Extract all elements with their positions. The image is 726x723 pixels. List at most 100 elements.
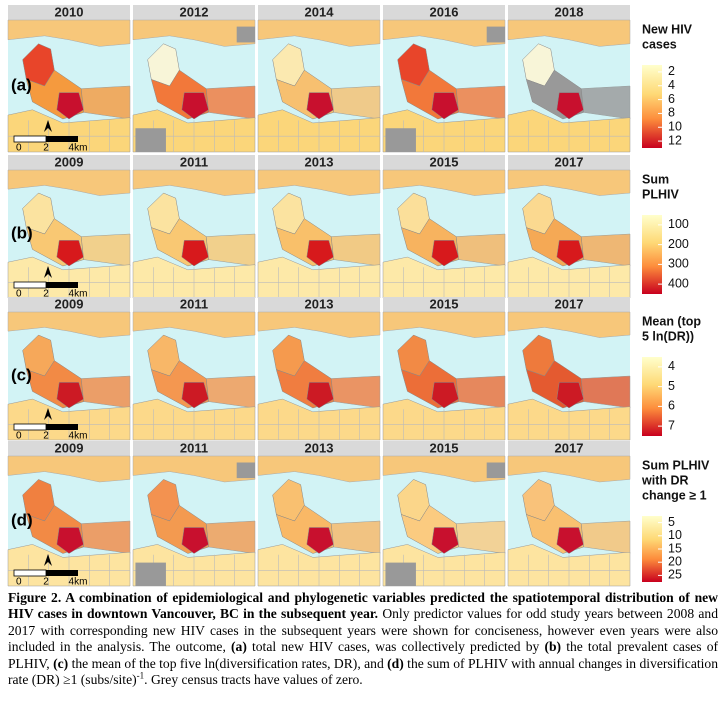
map-panel: 2013 [257,154,381,299]
north-arrow [44,554,52,566]
north-shore [7,311,131,338]
zero-tract [236,462,255,479]
caption-segment: Figure 2. A combination of epidemiologic… [8,590,718,622]
zero-tract [486,462,505,479]
panel-header [508,441,630,456]
panel-year: 2016 [430,4,459,19]
panel-header [258,297,380,312]
panel-header [8,5,130,20]
panel-year: 2011 [180,296,208,311]
panel-header [383,5,505,20]
north-shore [132,169,256,196]
legend-tick-label: 100 [668,217,689,231]
color-bar [642,65,662,148]
north-arrow [44,266,52,278]
legend-tick-label: 300 [668,257,689,271]
north-shore [132,455,256,483]
legend-title: PLHIV [642,187,679,201]
panel-header [508,297,630,312]
north-shore [257,455,381,483]
hotspot [56,240,84,267]
north-shore [257,311,381,338]
scale-label: 4km [69,289,88,300]
panel-year: 2009 [55,440,84,455]
caption-segment: (a) [231,639,247,655]
map-panel: 2018 [507,4,631,153]
map-panel: 2012 [132,4,256,153]
scale-label: 0 [16,143,22,154]
scale-black [46,424,78,430]
panel-year: 2017 [555,296,584,311]
panel-header [508,155,630,170]
zero-tract [135,562,166,586]
panel-header [258,5,380,20]
scale-label: 2 [43,577,49,588]
map-panel: 2013 [257,296,381,441]
map-panel: 2011 [132,296,256,441]
legend-tick-label: 5 [668,379,675,393]
color-bar [642,516,662,582]
hotspot [431,382,459,409]
panel-year: 2013 [305,296,334,311]
panel-header [8,155,130,170]
map-panel: 2015 [382,440,506,587]
north-arrow [44,408,52,420]
zero-tract [385,128,416,152]
scale-black [46,282,78,288]
map-panel: 2016 [382,4,506,153]
map-panel: 2017 [507,440,631,587]
panel-header [258,155,380,170]
hotspot [306,92,334,120]
hotspot [431,92,459,120]
legend-title: 5 ln(DR)) [642,329,694,343]
north-shore [132,311,256,338]
zero-tract [135,128,166,152]
legend-title: Mean (top [642,314,701,328]
panel-year: 2015 [430,440,459,455]
scale-label: 0 [16,431,22,442]
panel-year: 2011 [180,440,208,455]
panel-header [508,5,630,20]
north-shore [257,19,381,47]
row-label: (c) [11,365,32,384]
row-label: (b) [11,223,33,242]
hotspot [181,92,209,120]
legend-tick-label: 12 [668,133,682,147]
panel-year: 2017 [555,154,584,169]
hotspot [181,527,209,554]
map-panel: 2017 [507,296,631,441]
scale-label: 0 [16,289,22,300]
panel-header [258,441,380,456]
zero-tract [385,562,416,586]
panel-header [8,441,130,456]
panel-year: 2015 [430,154,459,169]
panel-year: 2012 [180,4,209,19]
scale-label: 2 [43,143,49,154]
caption-segment: (d) [387,655,404,671]
map-panel: 2009 (c) 0 2 4km [7,296,131,442]
hotspot [556,92,584,120]
caption-segment: the mean of the top five ln(diversificat… [68,655,388,671]
scale-white [13,423,47,431]
map-panel: 2010 (a) 0 2 4km [7,4,131,154]
row-label: (d) [11,510,33,529]
scale-label: 2 [43,289,49,300]
hotspot [431,240,459,267]
legend-title: Sum PLHIV [642,458,710,472]
hotspot [181,382,209,409]
hotspot [56,92,84,120]
legend-tick-label: 6 [668,399,675,413]
panel-header [133,297,255,312]
hotspot [306,527,334,554]
scale-black [46,570,78,576]
panel-header [133,441,255,456]
panel-header [133,155,255,170]
panel-year: 2013 [305,440,334,455]
north-shore [7,19,131,47]
hotspot [556,240,584,267]
caption-segment: . Grey census tracts have values of zero… [144,672,363,688]
map-panel: 2011 [132,440,256,587]
hotspot [556,527,584,554]
panel-header [383,297,505,312]
scale-label: 4km [69,577,88,588]
